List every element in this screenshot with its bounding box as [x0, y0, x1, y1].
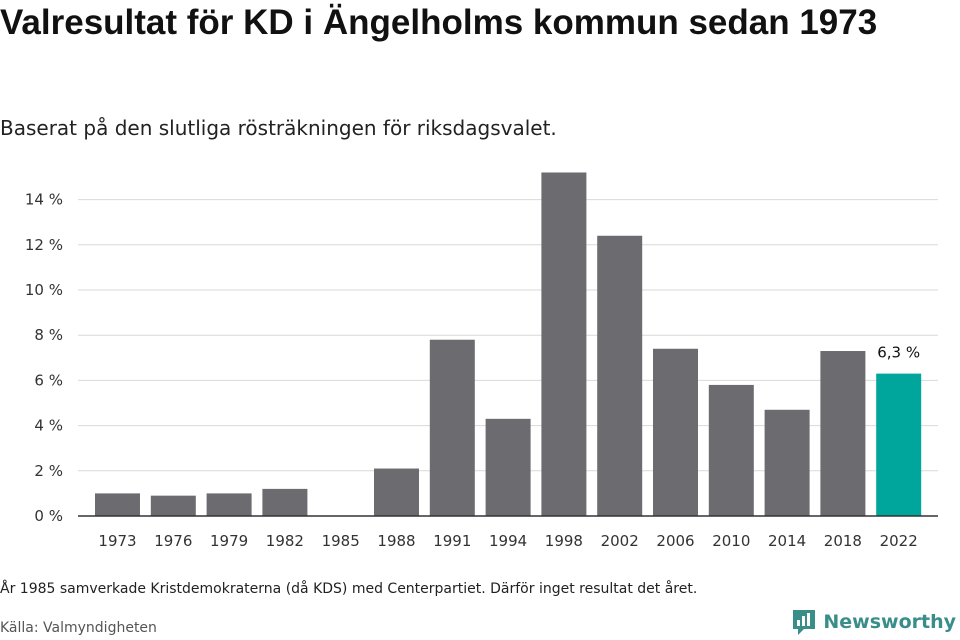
- bars: [95, 172, 922, 517]
- y-tick-label: 10 %: [25, 281, 63, 299]
- bar: [541, 172, 587, 517]
- y-tick-label: 14 %: [25, 191, 63, 209]
- newsworthy-logo: Newsworthy: [791, 608, 956, 636]
- x-tick-label: 2010: [712, 532, 750, 550]
- data-labels: 6,3 %: [877, 344, 920, 362]
- y-tick-label: 0 %: [34, 507, 63, 525]
- footnote: År 1985 samverkade Kristdemokraterna (då…: [0, 581, 698, 597]
- brand-name: Newsworthy: [823, 611, 956, 633]
- bar: [764, 409, 810, 516]
- x-tick-label: 1994: [489, 532, 527, 550]
- y-tick-label: 2 %: [34, 462, 63, 480]
- x-axis-labels: 1973 1976 1979 1982 1985 1988 1991 1994 1998 2002…: [98, 532, 917, 550]
- bar: [876, 373, 922, 516]
- x-tick-label: 1979: [210, 532, 248, 550]
- bar: [429, 339, 475, 516]
- x-tick-label: 1973: [98, 532, 136, 550]
- bar: [708, 384, 754, 516]
- bar: [820, 351, 866, 516]
- y-tick-label: 4 %: [34, 417, 63, 435]
- bar: [374, 468, 419, 516]
- bar: [150, 495, 196, 516]
- grid-lines: [78, 199, 938, 472]
- x-tick-label: 1982: [266, 532, 304, 550]
- source-credit: Källa: Valmyndigheten: [0, 620, 157, 636]
- x-tick-label: 2006: [656, 532, 694, 550]
- bar: [485, 418, 531, 516]
- bar: [597, 235, 643, 516]
- y-tick-label: 6 %: [34, 371, 63, 389]
- bar: [653, 348, 698, 516]
- bar: [95, 493, 140, 516]
- y-tick-label: 12 %: [25, 236, 63, 254]
- data-label: 6,3 %: [877, 344, 920, 362]
- chart-title: Valresultat för KD i Ängelholms kommun s…: [0, 3, 878, 42]
- x-tick-label: 2014: [768, 532, 806, 550]
- y-axis-labels: 0 % 2 % 4 % 6 % 8 % 10 % 12 % 14 %: [25, 191, 63, 525]
- x-tick-label: 1985: [322, 532, 360, 550]
- x-tick-label: 2002: [601, 532, 639, 550]
- bar: [262, 488, 308, 516]
- bar-chart: 0 % 2 % 4 % 6 % 8 % 10 % 12 % 14 % 1973 1976 1979…: [25, 172, 938, 550]
- x-tick-label: 1988: [377, 532, 415, 550]
- x-tick-label: 2022: [880, 532, 918, 550]
- bar: [206, 493, 252, 516]
- x-tick-label: 1976: [154, 532, 192, 550]
- x-tick-label: 1991: [433, 532, 471, 550]
- y-tick-label: 8 %: [34, 326, 63, 344]
- x-tick-label: 1998: [545, 532, 583, 550]
- newsworthy-icon: [793, 610, 816, 635]
- chart-subtitle: Baserat på den slutliga rösträkningen fö…: [0, 116, 557, 140]
- x-tick-label: 2018: [824, 532, 862, 550]
